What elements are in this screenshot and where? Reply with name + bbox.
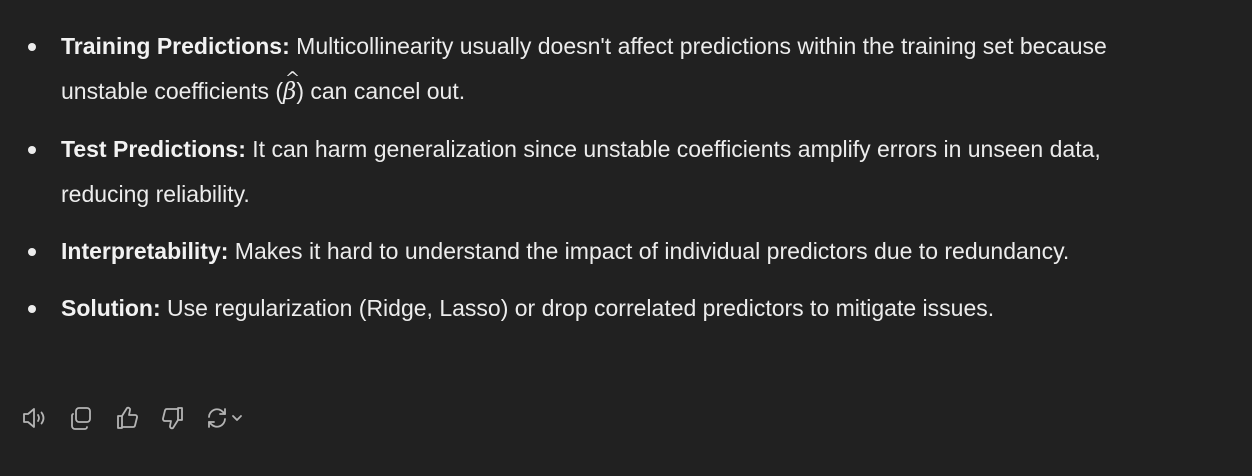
list-item: Interpretability: Makes it hard to under…	[0, 229, 1252, 274]
bullet-term: Training Predictions:	[61, 33, 290, 59]
thumbs-down-icon	[162, 407, 183, 430]
chevron-down-icon	[232, 415, 242, 421]
bullet-term: Test Predictions:	[61, 136, 246, 162]
bullet-text-after: ) can cancel out.	[296, 78, 466, 104]
bullet-list: Training Predictions: Multicollinearity …	[0, 24, 1252, 343]
bullet-dot	[28, 248, 36, 256]
bullet-term: Solution:	[61, 295, 161, 321]
regenerate-button[interactable]	[196, 401, 252, 435]
copy-button[interactable]	[58, 401, 104, 435]
beta-letter: β	[283, 79, 297, 105]
message-actions-bar	[12, 401, 252, 435]
good-response-button[interactable]	[104, 401, 150, 435]
bullet-term: Interpretability:	[61, 238, 229, 264]
bullet-text: Multicollinearity usually doesn't affect…	[61, 33, 1107, 104]
thumbs-up-icon	[117, 406, 138, 429]
bad-response-button[interactable]	[150, 401, 196, 435]
bullet-text: It can harm generalization since unstabl…	[61, 136, 1101, 207]
hat-accent: ^	[285, 68, 301, 89]
bullet-dot	[28, 305, 36, 313]
copy-icon	[71, 407, 91, 430]
bullet-dot	[28, 43, 36, 51]
bullet-dot	[28, 146, 36, 154]
bullet-text: Makes it hard to understand the impact o…	[228, 238, 1070, 264]
beta-hat-symbol: ^ β	[283, 68, 300, 115]
speaker-icon	[23, 408, 45, 428]
bullet-text: Use regularization (Ridge, Lasso) or dro…	[160, 295, 995, 321]
list-item: Solution: Use regularization (Ridge, Las…	[0, 286, 1252, 331]
read-aloud-button[interactable]	[12, 401, 58, 435]
list-item: Test Predictions: It can harm generaliza…	[0, 127, 1252, 217]
list-item: Training Predictions: Multicollinearity …	[0, 24, 1252, 115]
regenerate-icon	[208, 408, 226, 428]
